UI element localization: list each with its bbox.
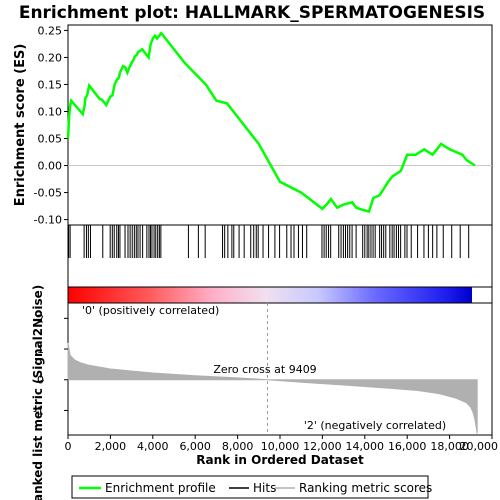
rank-xtick-label: 14,000 [346,440,385,453]
es-ytick-label: 0.15 [38,78,63,91]
rank-ytick-label: 2 [37,312,44,325]
correlation-color-bar [68,287,472,303]
legend-label-enrichment: Enrichment profile [105,481,216,495]
zero-cross-label: Zero cross at 9409 [213,363,316,376]
es-ytick-label: -0.10 [34,214,62,227]
rank-panel-frame [67,302,493,436]
es-ytick-label: 0.20 [38,51,63,64]
rank-ytick-label: -1 [33,404,44,417]
rank-xtick-label: 20,000 [460,440,499,453]
es-ytick-label: 0.25 [38,24,63,37]
es-ytick-label: 0.05 [38,133,63,146]
negative-label: '2' (negatively correlated) [304,419,446,432]
legend-label-hits: Hits [253,481,276,495]
rank-ytick-label: 1 [37,343,44,356]
chart-title: Enrichment plot: HALLMARK_SPERMATOGENESI… [19,3,485,23]
es-ytick-label: 0.10 [38,105,63,118]
rank-xtick-label: 0 [65,440,72,453]
es-ytick-label: -0.05 [34,187,62,200]
es-series-line [66,31,476,214]
rank-xtick-label: 16,000 [388,440,427,453]
es-ytick-label: 0.00 [38,160,63,173]
rank-xtick-label: 18,000 [430,440,469,453]
rank-xtick-label: 6,000 [179,440,211,453]
rank-ylabel: Ranked list metric (Signal2Noise) [31,285,45,500]
rank-xtick-label: 2,000 [95,440,127,453]
rank-x-axis: 0 2,000 4,000 6,000 8,000 10,000 12,000 14,000 1… [65,435,499,453]
legend-box [71,475,429,499]
legend-label-metric: Ranking metric scores [299,481,432,495]
rank-xtick-label: 8,000 [222,440,254,453]
positive-label: '0' (positively correlated) [82,304,219,317]
es-y-axis: 0.25 0.20 0.15 0.10 0.05 0.00 -0.05 -0.10 [34,24,68,227]
rank-xlabel: Rank in Ordered Dataset [196,453,364,467]
rank-xtick-label: 12,000 [303,440,342,453]
rank-ytick-label: 0 [37,374,44,387]
rank-xtick-label: 4,000 [137,440,169,453]
hit-marks [68,225,470,258]
es-panel-frame [67,24,493,226]
rank-xtick-label: 10,000 [261,440,300,453]
ranking-metric-area [67,342,478,434]
rank-y-axis: 2 1 0 -1 [33,312,68,417]
es-ylabel: Enrichment score (ES) [13,44,28,207]
